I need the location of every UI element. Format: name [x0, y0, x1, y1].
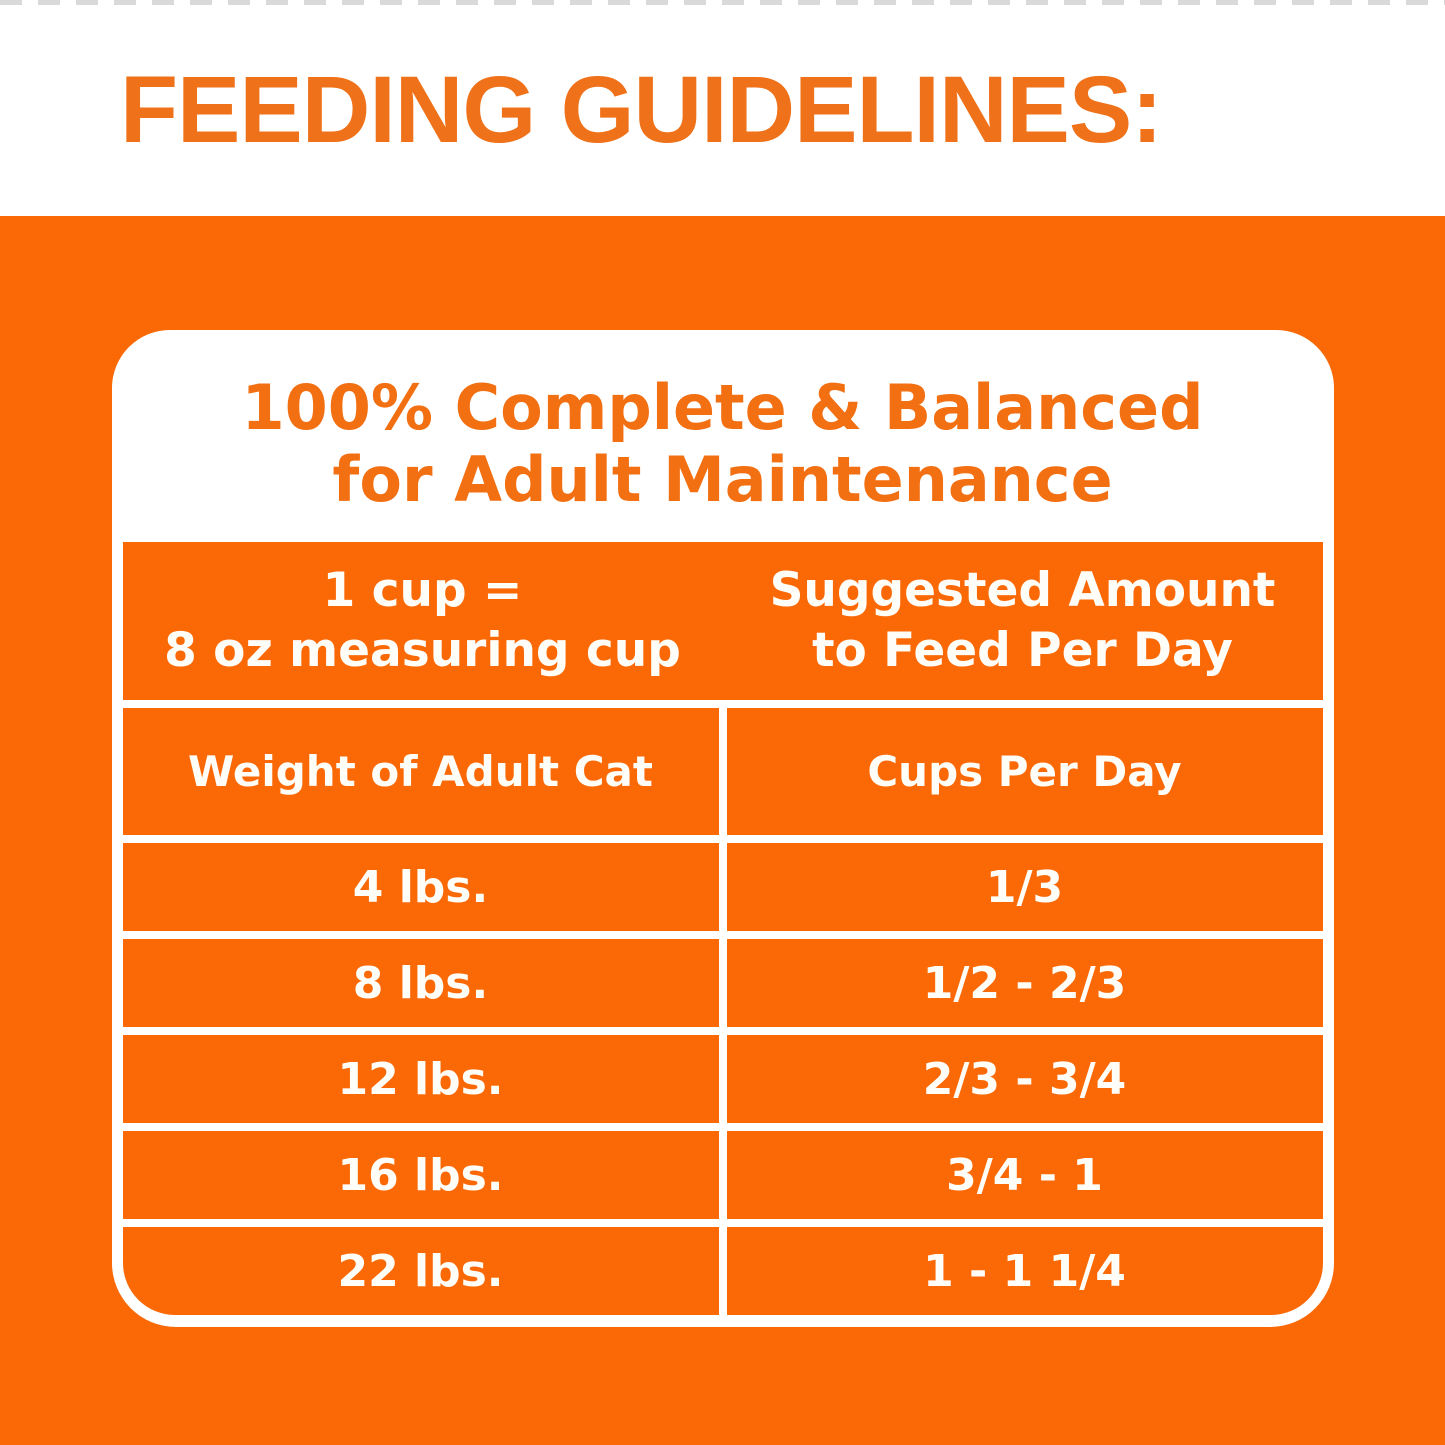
weight-cell: 16 lbs. [122, 1131, 719, 1219]
column-header-weight: Weight of Adult Cat [122, 708, 719, 835]
orange-background: 100% Complete & Balanced for Adult Maint… [0, 216, 1445, 1445]
card-title-line2: for Adult Maintenance [332, 443, 1113, 516]
page-header: FEEDING GUIDELINES: [0, 5, 1445, 216]
card-title-line1: 100% Complete & Balanced [241, 371, 1204, 444]
cups-cell: 1 - 1 1/4 [726, 1227, 1323, 1315]
page-title: FEEDING GUIDELINES: [120, 57, 1163, 163]
table-row: 12 lbs. 2/3 - 3/4 [122, 1035, 1323, 1123]
measuring-cup-info-line2: 8 oz measuring cup [164, 623, 681, 678]
feeding-table: 1 cup = 8 oz measuring cup Suggested Amo… [112, 542, 1334, 1327]
cups-cell: 2/3 - 3/4 [726, 1035, 1323, 1123]
weight-cell: 4 lbs. [122, 843, 719, 931]
cups-cell: 1/2 - 2/3 [726, 939, 1323, 1027]
table-row: 22 lbs. 1 - 1 1/4 [122, 1227, 1323, 1315]
table-info-row: 1 cup = 8 oz measuring cup Suggested Amo… [122, 542, 1323, 700]
table-row: 4 lbs. 1/3 [122, 843, 1323, 931]
guidelines-card: 100% Complete & Balanced for Adult Maint… [111, 330, 1334, 1327]
table-column-header-row: Weight of Adult Cat Cups Per Day [122, 708, 1323, 835]
cups-cell: 1/3 [726, 843, 1323, 931]
column-header-cups: Cups Per Day [726, 708, 1323, 835]
weight-cell: 12 lbs. [122, 1035, 719, 1123]
weight-cell: 8 lbs. [122, 939, 719, 1027]
top-edge-dashes [0, 0, 1445, 5]
suggested-amount-info-line1: Suggested Amount [769, 563, 1276, 618]
weight-cell: 22 lbs. [122, 1227, 719, 1315]
cups-cell: 3/4 - 1 [726, 1131, 1323, 1219]
suggested-amount-info-line2: to Feed Per Day [812, 623, 1233, 678]
suggested-amount-info: Suggested Amount to Feed Per Day [722, 542, 1323, 700]
measuring-cup-info: 1 cup = 8 oz measuring cup [122, 542, 723, 700]
table-row: 16 lbs. 3/4 - 1 [122, 1131, 1323, 1219]
table-row: 8 lbs. 1/2 - 2/3 [122, 939, 1323, 1027]
measuring-cup-info-line1: 1 cup = [322, 563, 523, 618]
card-title: 100% Complete & Balanced for Adult Maint… [112, 330, 1334, 542]
